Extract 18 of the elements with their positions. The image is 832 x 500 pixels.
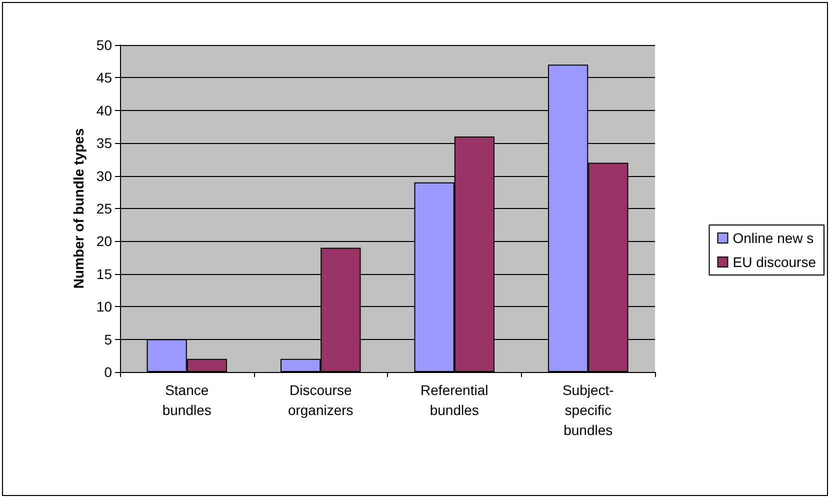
y-tick-label: 10 (96, 298, 112, 315)
legend-label: EU discourse (732, 254, 816, 270)
y-tick-label: 5 (104, 331, 112, 348)
y-tick-label: 30 (96, 168, 112, 184)
y-tick-label: 15 (96, 266, 112, 282)
y-axis-title: Number of bundle types (70, 128, 87, 289)
x-tick-label: Subject-specific bundles (562, 382, 614, 438)
y-tick-label: 20 (96, 233, 112, 250)
y-tick-label: 40 (96, 102, 112, 118)
y-tick-label: 0 (104, 364, 112, 380)
x-tick-label: Discourse organizers (288, 382, 354, 418)
y-tick-label: 35 (96, 135, 112, 152)
x-tick-label: Stance bundles (162, 382, 212, 418)
x-tick-label: Referential bundles (420, 382, 488, 418)
y-tick-label: 25 (96, 200, 112, 216)
y-tick-label: 50 (96, 37, 112, 53)
y-tick-label: 45 (96, 70, 112, 86)
legend-label: Online new s (732, 230, 814, 246)
